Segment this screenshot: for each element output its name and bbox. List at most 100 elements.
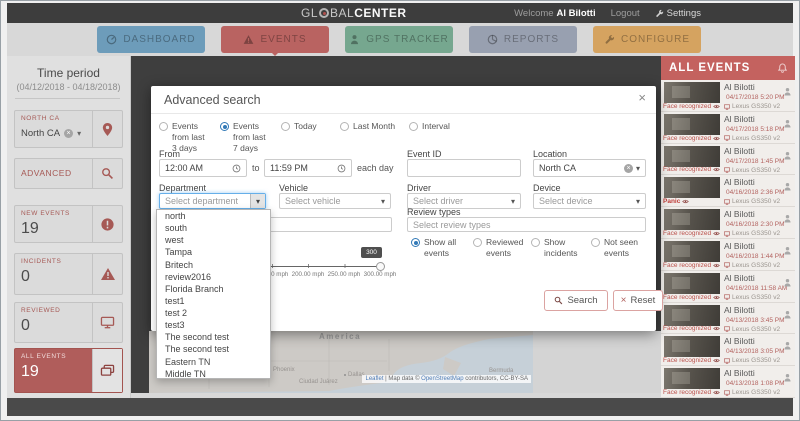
bell-icon[interactable] bbox=[777, 62, 788, 74]
new-events-card[interactable]: NEW EVENTS 19 bbox=[14, 205, 123, 243]
review-radio-option[interactable]: Show incidents bbox=[531, 237, 580, 259]
location-select[interactable]: North CA × ▾ bbox=[533, 159, 646, 177]
speed-slider-handle[interactable] bbox=[376, 262, 385, 271]
event-thumbnail[interactable] bbox=[664, 145, 720, 167]
location-select[interactable]: North CA × ▾ bbox=[21, 128, 86, 139]
person-icon[interactable] bbox=[783, 274, 792, 292]
department-option[interactable]: Britech bbox=[165, 259, 194, 270]
department-option[interactable]: review2016 bbox=[165, 271, 212, 282]
department-option[interactable]: south bbox=[165, 223, 188, 234]
search-button[interactable]: Search bbox=[544, 290, 608, 311]
person-icon[interactable] bbox=[783, 210, 792, 228]
event-id-input[interactable] bbox=[407, 159, 521, 177]
from-time-input[interactable]: 12:00 AM bbox=[159, 159, 247, 177]
event-list-item[interactable]: Face recognized Al Bilotti 04/17/2018 5:… bbox=[661, 80, 795, 112]
event-list-item[interactable]: Face recognized Al Bilotti 04/16/2018 2:… bbox=[661, 207, 795, 239]
clear-icon[interactable]: × bbox=[64, 129, 74, 138]
event-thumbnail[interactable] bbox=[664, 240, 720, 262]
speed-slider-track[interactable] bbox=[163, 266, 381, 267]
logout-link[interactable]: Logout bbox=[610, 7, 640, 19]
clear-icon[interactable]: × bbox=[623, 163, 633, 173]
event-thumbnail[interactable] bbox=[664, 82, 720, 103]
department-option[interactable]: The second test bbox=[165, 344, 230, 355]
reset-button[interactable]: × Reset bbox=[613, 290, 663, 311]
department-option[interactable]: test1 bbox=[165, 295, 185, 306]
tab-events[interactable]: EVENTS bbox=[221, 26, 329, 53]
event-list-item[interactable]: Panic Al Bilotti 04/16/2018 2:36 PM Lexu… bbox=[661, 175, 795, 208]
department-option[interactable]: north bbox=[165, 211, 186, 222]
warning-triangle-icon bbox=[244, 35, 254, 44]
radio-icon[interactable] bbox=[473, 238, 482, 247]
department-option[interactable]: Tampa bbox=[165, 247, 193, 258]
person-icon[interactable] bbox=[783, 306, 792, 324]
review-radio-option[interactable]: Not seen events bbox=[591, 237, 641, 259]
radio-icon[interactable] bbox=[409, 122, 418, 131]
radio-icon[interactable] bbox=[159, 122, 168, 131]
driver-select[interactable]: Select driver ▾ bbox=[407, 193, 521, 209]
incidents-card[interactable]: INCIDENTS 0 bbox=[14, 253, 123, 295]
tab-reports[interactable]: REPORTS bbox=[469, 26, 577, 53]
department-select-open[interactable]: Select department ▾ bbox=[159, 193, 266, 209]
event-list-item[interactable]: Face recognized Al Bilotti 04/16/2018 1:… bbox=[661, 238, 795, 271]
person-icon[interactable] bbox=[783, 369, 792, 387]
radio-icon[interactable] bbox=[281, 122, 290, 131]
event-thumbnail[interactable] bbox=[664, 368, 720, 390]
period-radio-option[interactable]: Today bbox=[281, 121, 328, 154]
department-option[interactable]: Eastern TN bbox=[165, 356, 211, 367]
event-list-item[interactable]: Face recognized Al Bilotti 04/17/2018 5:… bbox=[661, 111, 795, 144]
to-time-input[interactable]: 11:59 PM bbox=[264, 159, 352, 177]
tab-dashboard[interactable]: DASHBOARD bbox=[97, 26, 205, 53]
device-select[interactable]: Select device ▾ bbox=[533, 193, 646, 209]
department-option[interactable]: The second test bbox=[165, 332, 230, 343]
radio-icon[interactable] bbox=[591, 238, 600, 247]
leaflet-link[interactable]: Leaflet bbox=[365, 376, 384, 382]
period-radio-option[interactable]: Events from last 3 days bbox=[159, 121, 208, 154]
person-icon[interactable] bbox=[783, 337, 792, 355]
tab-configure[interactable]: CONFIGURE bbox=[593, 26, 701, 53]
all-events-card-active[interactable]: ALL EVENTS 19 bbox=[14, 348, 123, 393]
period-radio-option[interactable]: Last Month bbox=[340, 121, 397, 154]
department-option[interactable]: test 2 bbox=[165, 308, 188, 319]
department-option[interactable]: Florida Branch bbox=[165, 283, 224, 294]
department-option[interactable]: test3 bbox=[165, 320, 185, 331]
close-icon[interactable]: × bbox=[638, 90, 646, 105]
person-icon[interactable] bbox=[783, 83, 792, 101]
radio-icon[interactable] bbox=[220, 122, 229, 131]
radio-icon[interactable] bbox=[531, 238, 540, 247]
osm-link[interactable]: OpenStreetMap bbox=[421, 376, 464, 382]
event-thumbnail[interactable] bbox=[664, 272, 720, 294]
department-option[interactable]: west bbox=[165, 235, 184, 246]
person-icon[interactable] bbox=[783, 115, 792, 133]
period-radio-option[interactable]: Interval bbox=[409, 121, 459, 154]
user-name[interactable]: Al Bilotti bbox=[556, 7, 596, 19]
period-radio-option[interactable]: Events from last 7 days bbox=[220, 121, 269, 154]
tab-label: GPS TRACKER bbox=[366, 34, 449, 45]
event-thumbnail[interactable] bbox=[664, 209, 720, 231]
event-thumbnail[interactable] bbox=[664, 304, 720, 326]
review-radio-option[interactable]: Show all events bbox=[411, 237, 462, 259]
person-icon[interactable] bbox=[783, 147, 792, 165]
event-list-item[interactable]: Face recognized Al Bilotti 04/17/2018 1:… bbox=[661, 143, 795, 176]
advanced-search-button[interactable]: ADVANCED SEARCH bbox=[14, 158, 123, 189]
event-list-item[interactable]: Face recognized Al Bilotti 04/13/2018 1:… bbox=[661, 366, 795, 398]
event-list-item[interactable]: Face recognized Al Bilotti 04/13/2018 3:… bbox=[661, 302, 795, 335]
review-types-input[interactable]: Select review types bbox=[407, 217, 646, 232]
event-thumbnail[interactable] bbox=[664, 113, 720, 135]
settings-link[interactable]: Settings bbox=[655, 8, 701, 19]
radio-icon[interactable] bbox=[340, 122, 349, 131]
radio-icon[interactable] bbox=[411, 238, 420, 247]
chevron-down-icon[interactable]: ▾ bbox=[250, 194, 265, 208]
person-icon[interactable] bbox=[783, 178, 792, 196]
event-thumbnail[interactable] bbox=[664, 177, 720, 199]
person-icon[interactable] bbox=[783, 242, 792, 260]
reviewed-card[interactable]: REVIEWED 0 bbox=[14, 302, 123, 343]
vehicle-select[interactable]: Select vehicle ▾ bbox=[279, 193, 391, 209]
department-option[interactable]: Middle TN bbox=[165, 368, 206, 379]
review-radio-option[interactable]: Reviewed events bbox=[473, 237, 523, 259]
event-thumbnail[interactable] bbox=[664, 336, 720, 358]
tab-gps-tracker[interactable]: GPS TRACKER bbox=[345, 26, 453, 53]
location-card: NORTH CA North CA × ▾ bbox=[14, 110, 123, 148]
event-list-item[interactable]: Face recognized Al Bilotti 04/16/2018 11… bbox=[661, 270, 795, 303]
event-list-item[interactable]: Face recognized Al Bilotti 04/13/2018 3:… bbox=[661, 334, 795, 367]
